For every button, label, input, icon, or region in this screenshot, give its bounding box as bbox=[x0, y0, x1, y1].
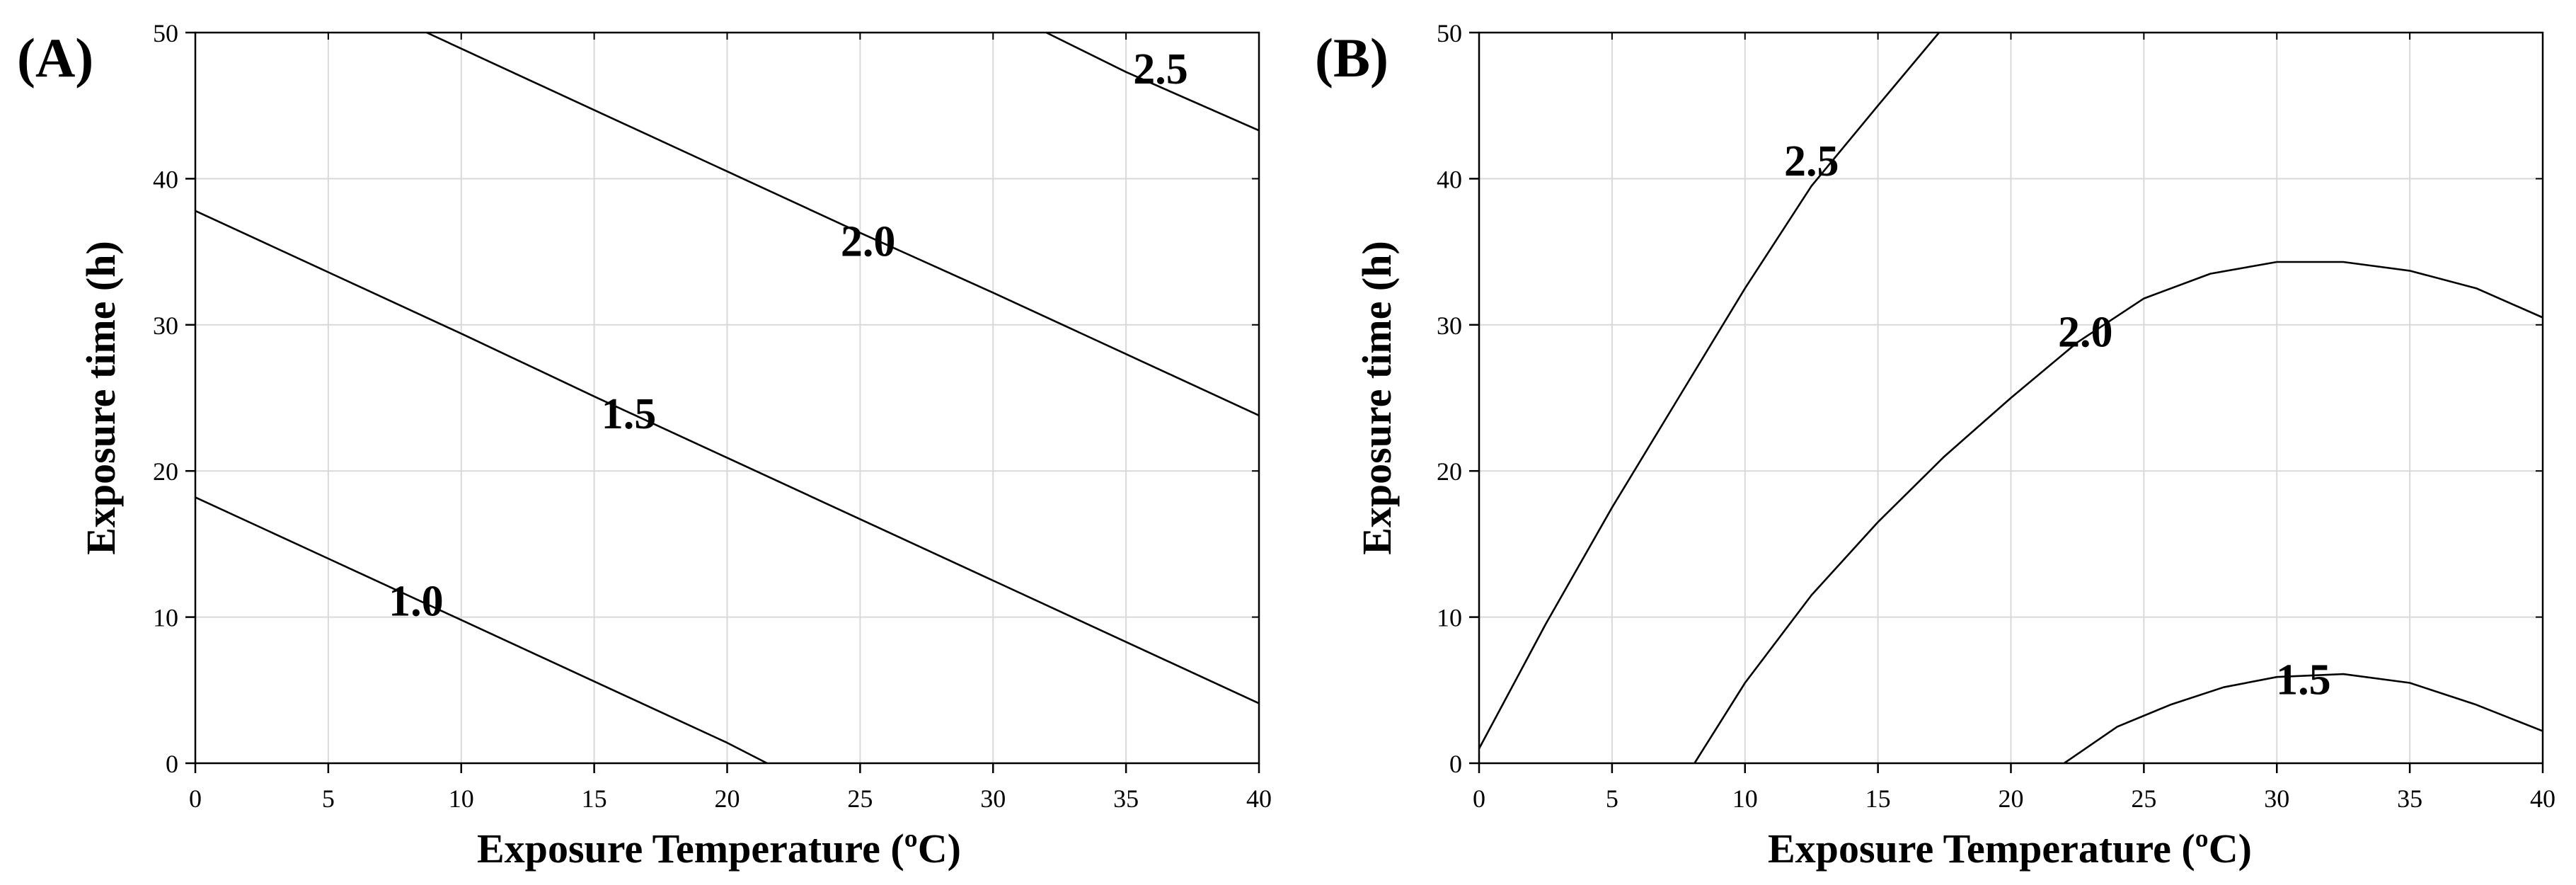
ticks-a bbox=[185, 31, 1260, 773]
panel-label-a: (A) bbox=[17, 27, 93, 88]
y-tick-label-b-4: 40 bbox=[1437, 165, 1462, 193]
x-tick-label-a-5: 25 bbox=[847, 784, 873, 813]
contour-lines-a bbox=[195, 31, 1260, 765]
contour-line-a-1-5 bbox=[195, 210, 1260, 704]
y-axis-label-b: Exposure time (h) bbox=[1354, 241, 1400, 555]
contour-level-label-b-1-5: 1.5 bbox=[2276, 656, 2331, 704]
contour-line-a-1-0 bbox=[195, 496, 768, 765]
x-tick-label-a-6: 30 bbox=[980, 784, 1006, 813]
x-tick-label-a-2: 10 bbox=[449, 784, 474, 813]
tick-labels-b: 0 5 10 15 20 25 30 35 40 0 10 20 30 40 50 bbox=[1437, 19, 2555, 813]
x-tick-label-a-3: 15 bbox=[582, 784, 607, 813]
x-tick-label-b-5: 25 bbox=[2131, 784, 2156, 813]
x-tick-label-b-6: 30 bbox=[2264, 784, 2289, 813]
x-tick-label-b-2: 10 bbox=[1732, 784, 1758, 813]
contour-line-b-2-5 bbox=[1478, 32, 1940, 750]
y-tick-label-a-4: 40 bbox=[153, 165, 178, 193]
x-tick-label-b-1: 5 bbox=[1606, 784, 1618, 813]
y-tick-label-a-1: 10 bbox=[153, 604, 178, 632]
x-tick-label-a-0: 0 bbox=[189, 784, 202, 813]
y-tick-label-b-2: 20 bbox=[1437, 457, 1462, 486]
x-axis-label-b: Exposure Temperature (ºC) bbox=[1768, 826, 2252, 872]
y-tick-label-b-1: 10 bbox=[1437, 604, 1462, 632]
chart-panel-b: 0 5 10 15 20 25 30 35 40 0 10 20 30 40 50 2.5 2.0 1.5 (B… bbox=[1315, 19, 2555, 872]
x-tick-label-a-7: 35 bbox=[1113, 784, 1139, 813]
x-tick-label-b-4: 20 bbox=[1999, 784, 2024, 813]
panel-label-b: (B) bbox=[1315, 27, 1388, 88]
y-axis-label-a: Exposure time (h) bbox=[78, 241, 124, 555]
contour-level-label-b-2-5: 2.5 bbox=[1784, 137, 1839, 185]
x-tick-label-a-1: 5 bbox=[322, 784, 335, 813]
y-tick-label-b-5: 50 bbox=[1437, 19, 1462, 47]
x-tick-label-a-8: 40 bbox=[1246, 784, 1272, 813]
x-tick-label-b-0: 0 bbox=[1473, 784, 1485, 813]
tick-labels-a: 0 5 10 15 20 25 30 35 40 0 10 20 30 40 50 bbox=[153, 19, 1272, 813]
contour-level-labels-a: 1.0 1.5 2.0 2.5 bbox=[389, 45, 1188, 625]
contour-level-label-b-2-0: 2.0 bbox=[2058, 309, 2113, 357]
x-tick-label-b-7: 35 bbox=[2397, 784, 2422, 813]
contour-level-labels-b: 2.5 2.0 1.5 bbox=[1784, 137, 2331, 704]
y-tick-label-b-0: 0 bbox=[1449, 750, 1462, 778]
contour-level-label-a-1-0: 1.0 bbox=[389, 577, 444, 625]
contour-lines-b bbox=[1478, 32, 2543, 765]
x-tick-label-b-3: 15 bbox=[1865, 784, 1891, 813]
contour-line-b-2-0 bbox=[1694, 261, 2543, 764]
y-tick-label-a-2: 20 bbox=[153, 457, 178, 486]
chart-panel-a: 0 5 10 15 20 25 30 35 40 0 10 20 30 40 50 1.0 1.5 2.0 2.5… bbox=[17, 19, 1272, 872]
contour-level-label-a-2-5: 2.5 bbox=[1133, 45, 1188, 93]
y-tick-label-a-0: 0 bbox=[166, 750, 178, 778]
contour-line-b-1-5 bbox=[2063, 673, 2543, 765]
y-tick-label-b-3: 30 bbox=[1437, 312, 1462, 340]
ticks-b bbox=[1469, 31, 2544, 773]
y-tick-label-a-3: 30 bbox=[153, 312, 178, 340]
contour-level-label-a-1-5: 1.5 bbox=[602, 390, 657, 438]
x-tick-label-a-4: 20 bbox=[715, 784, 740, 813]
contour-line-a-2-5 bbox=[1045, 31, 1260, 132]
y-tick-label-a-5: 50 bbox=[153, 19, 178, 47]
contour-line-a-2-0 bbox=[426, 31, 1260, 416]
x-tick-label-b-8: 40 bbox=[2530, 784, 2555, 813]
contour-level-label-a-2-0: 2.0 bbox=[841, 218, 896, 266]
x-axis-label-a: Exposure Temperature (ºC) bbox=[477, 826, 961, 872]
